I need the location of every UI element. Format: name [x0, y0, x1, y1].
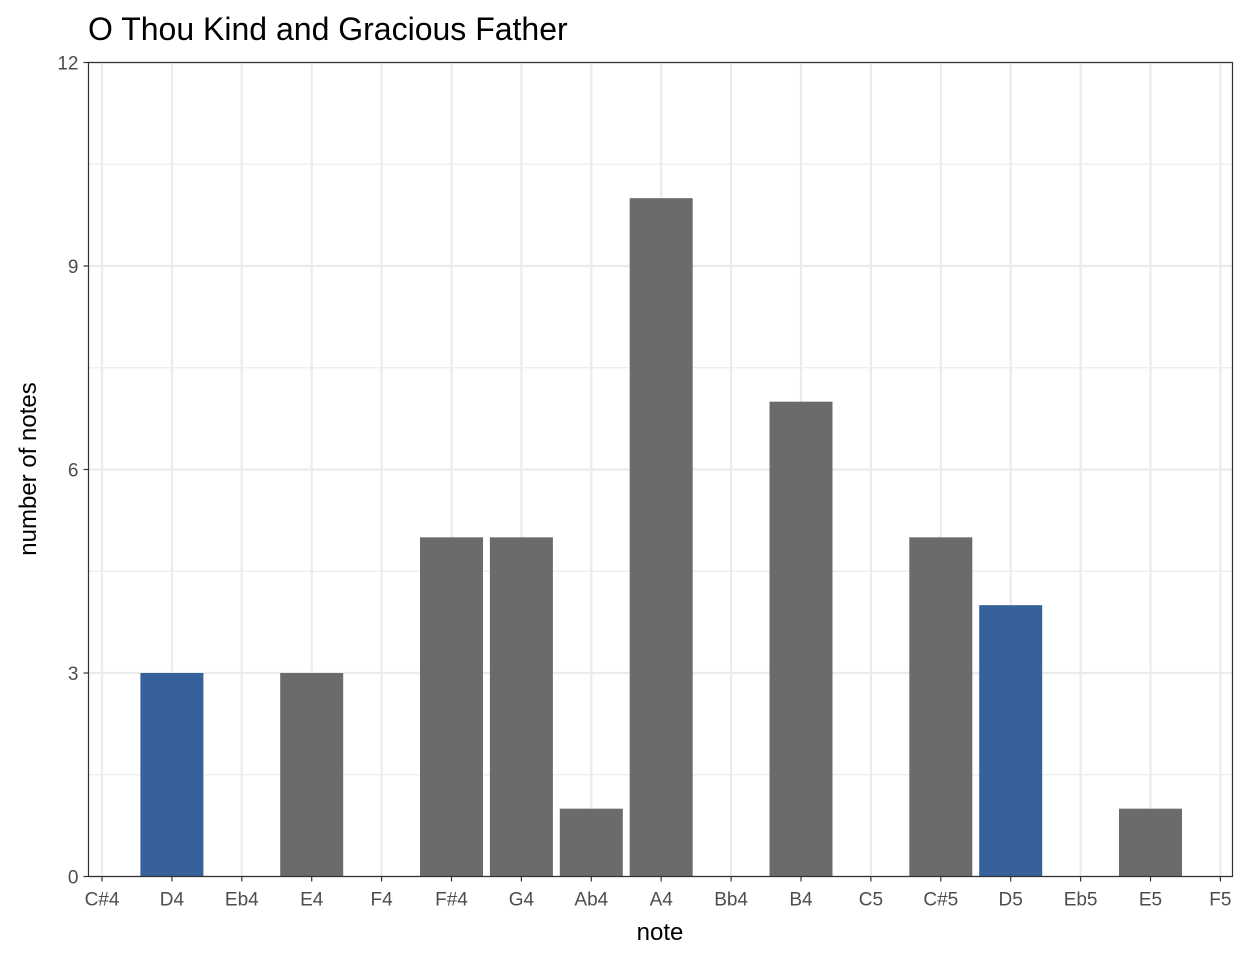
x-tick-label: E4 — [300, 890, 324, 911]
x-tick-label: E5 — [1139, 890, 1162, 911]
bar-b4 — [769, 401, 833, 877]
y-tick-label: 9 — [68, 257, 79, 278]
y-tick-label: 0 — [68, 868, 79, 889]
y-tick-label: 3 — [68, 664, 79, 685]
x-tick-label: B4 — [789, 890, 813, 911]
x-tick-label: Eb4 — [225, 890, 259, 911]
x-tick-label: C#5 — [923, 890, 958, 911]
x-tick-label: F#4 — [435, 890, 468, 911]
x-tick-label: F4 — [371, 890, 394, 911]
y-tick-label: 12 — [57, 54, 78, 75]
bar-d5 — [979, 605, 1043, 877]
x-tick-label: A4 — [650, 890, 674, 911]
y-axis: 0 3 6 9 12 — [57, 54, 89, 889]
y-axis-title: number of notes — [15, 382, 42, 555]
x-tick-label: Bb4 — [714, 890, 748, 911]
bar-csharp5 — [909, 537, 973, 877]
bar-e4 — [280, 673, 344, 877]
x-axis: C#4 D4 Eb4 E4 F4 F#4 G4 Ab4 A4 Bb4 B4 C5 C#5 D5 Eb5 E5 F… — [85, 876, 1231, 911]
bar-d4 — [140, 673, 204, 877]
y-tick-label: 6 — [68, 461, 79, 482]
bar-ab4 — [559, 808, 623, 877]
bars — [140, 198, 1182, 877]
x-tick-label: Eb5 — [1064, 890, 1098, 911]
x-tick-label: D5 — [999, 890, 1023, 911]
x-tick-label: F5 — [1209, 890, 1231, 911]
bar-fsharp4 — [420, 537, 483, 877]
x-tick-label: G4 — [509, 890, 535, 911]
x-tick-label: C5 — [859, 890, 883, 911]
bar-e5 — [1119, 808, 1182, 877]
chart-title: O Thou Kind and Gracious Father — [88, 11, 568, 47]
x-tick-label: C#4 — [85, 890, 120, 911]
x-tick-label: Ab4 — [574, 890, 608, 911]
x-axis-title: note — [637, 919, 684, 946]
bar-a4 — [629, 198, 693, 877]
bar-g4 — [489, 537, 553, 877]
x-tick-label: D4 — [160, 890, 185, 911]
